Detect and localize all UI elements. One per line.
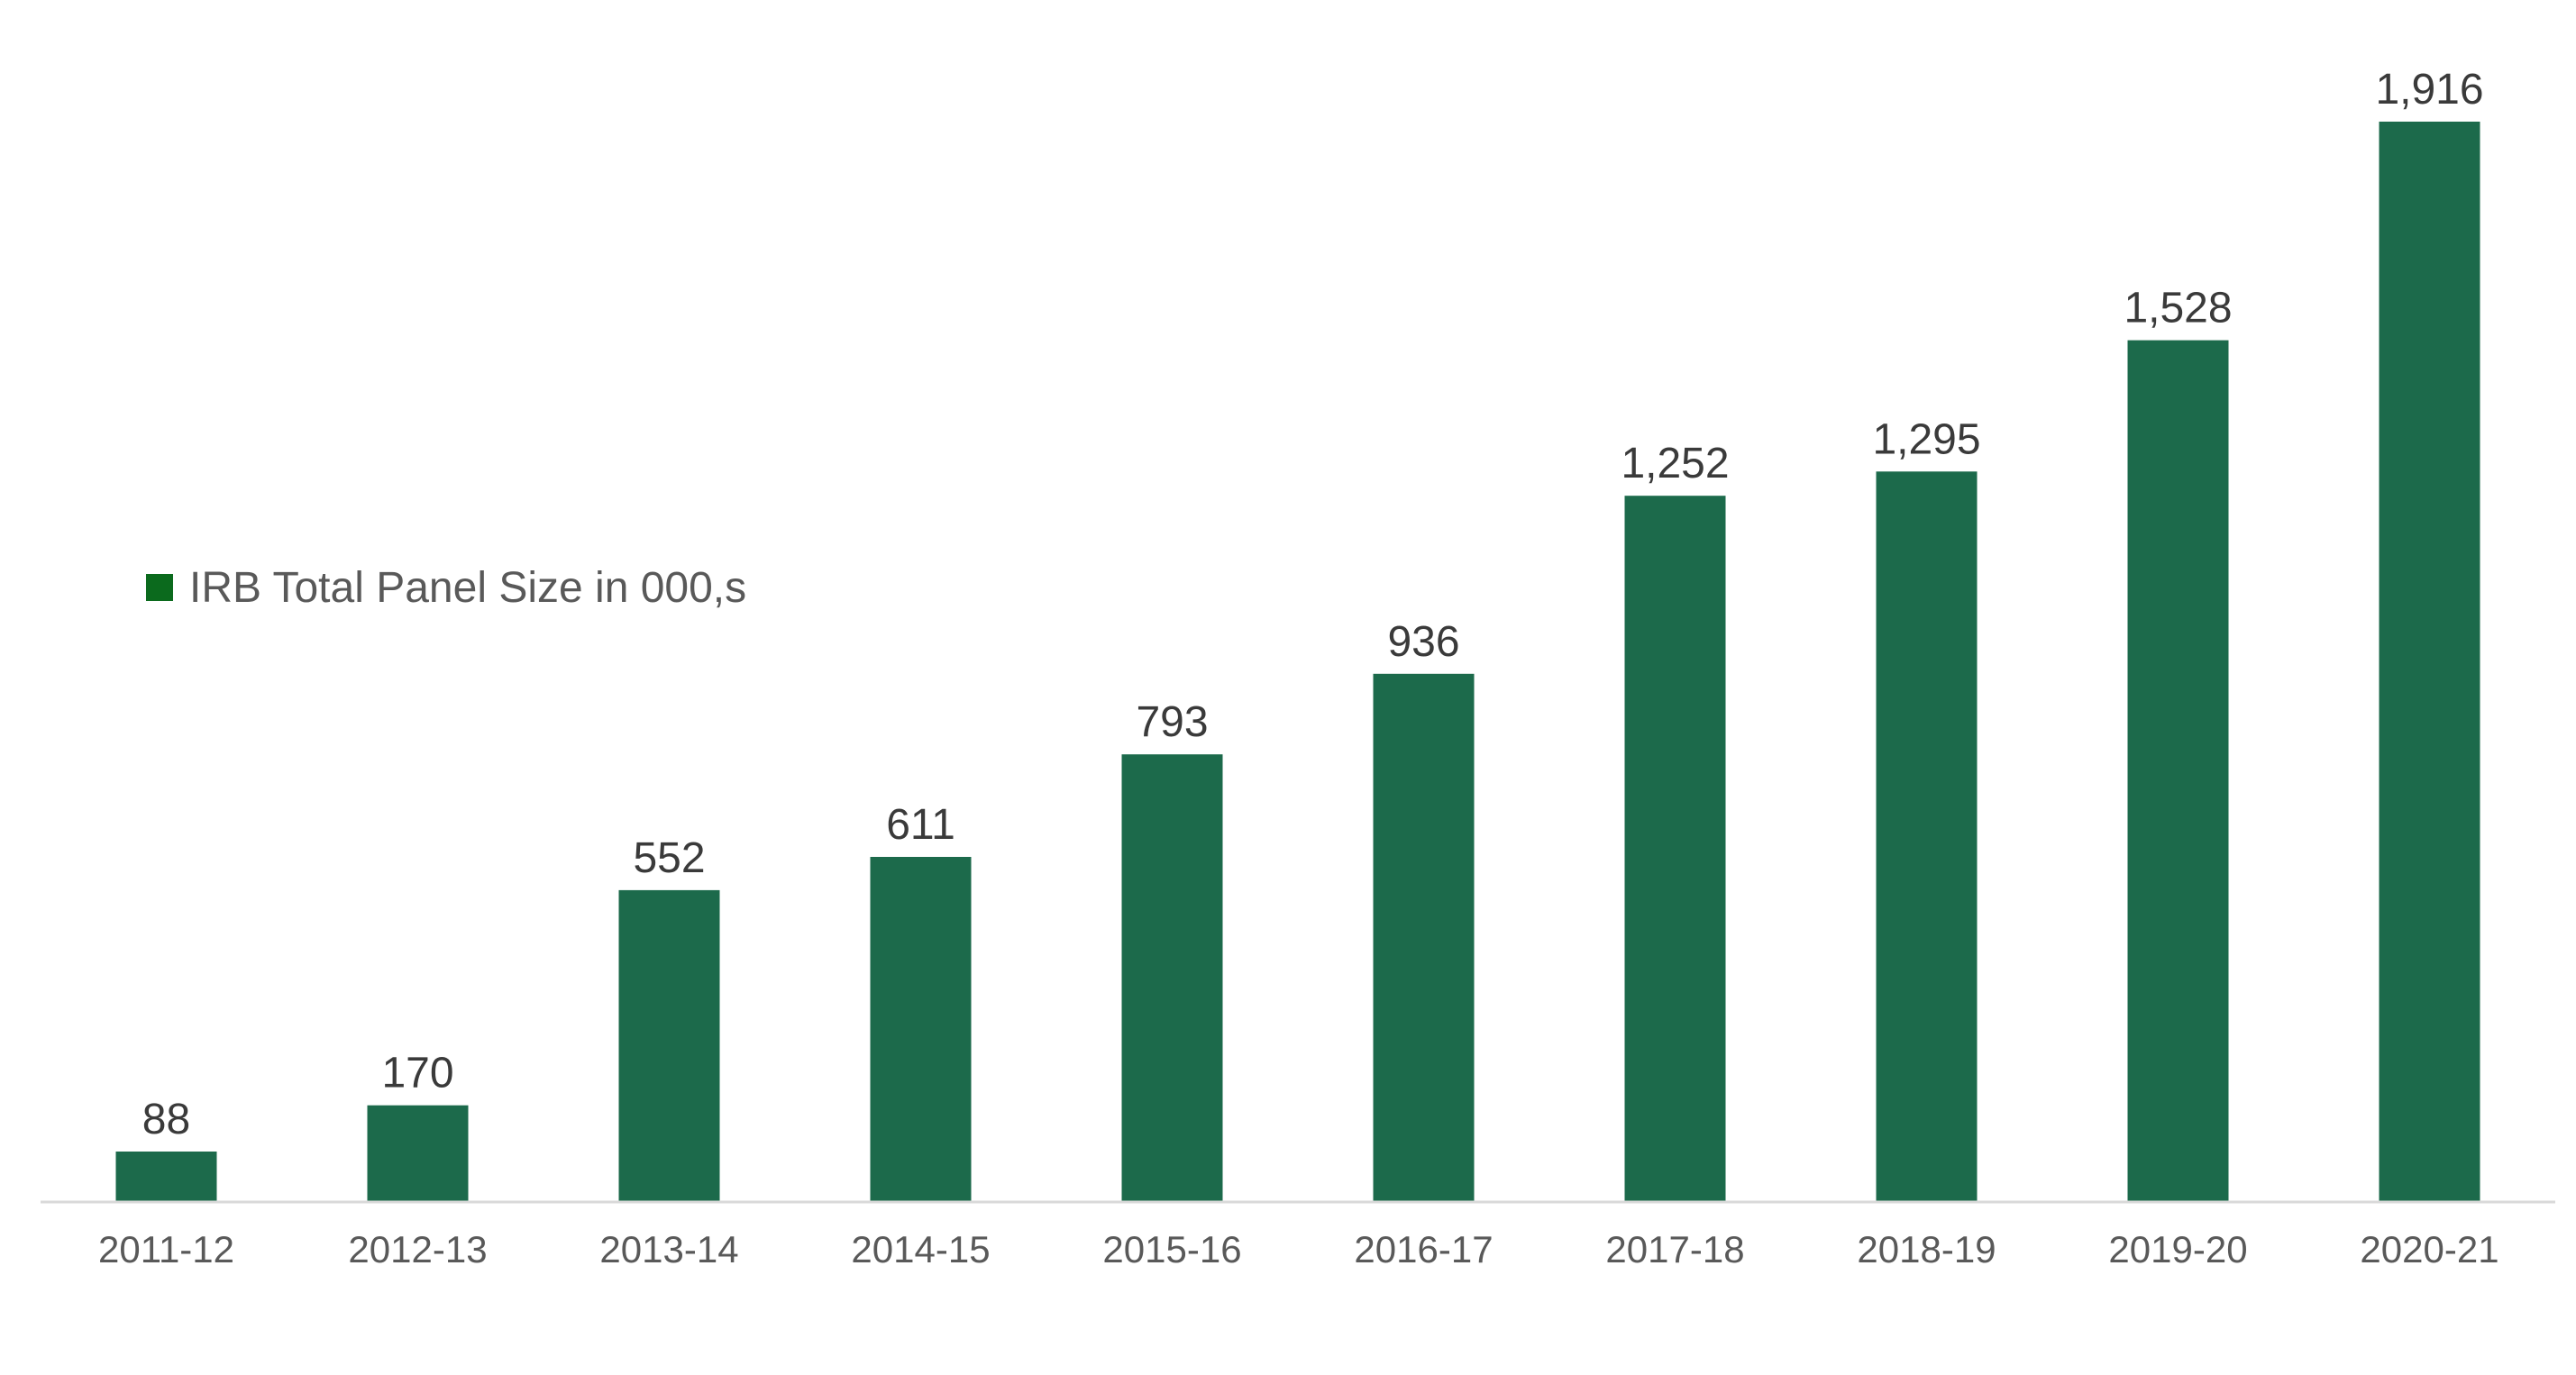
x-tick-label-2016-17: 2016-17 [1354,1228,1493,1270]
x-tick-label-2012-13: 2012-13 [348,1228,487,1270]
x-tick-label-2014-15: 2014-15 [851,1228,990,1270]
data-label-2020-21: 1,916 [2375,66,2483,114]
legend-marker [146,574,173,601]
x-tick-label-2015-16: 2015-16 [1102,1228,1241,1270]
data-label-2013-14: 552 [633,834,705,882]
x-tick-label-2017-18: 2017-18 [1605,1228,1744,1270]
data-labels-layer: 88 170 552 611 793 936 1,252 1,295 1,528 1,916 [142,66,2484,1143]
data-label-2017-18: 1,252 [1621,440,1729,487]
bar-2014-15 [870,857,972,1201]
bar-2012-13 [367,1105,469,1201]
bar-2015-16 [1121,754,1223,1201]
data-label-2019-20: 1,528 [2124,285,2232,332]
data-label-2015-16: 793 [1136,698,1208,746]
bar-2013-14 [618,889,720,1201]
x-tick-labels-layer: 2011-12 2012-13 2013-14 2014-15 2015-16 2016-… [98,1228,2499,1270]
legend-label: IRB Total Panel Size in 000,s [189,564,746,612]
bar-2018-19 [1876,471,1978,1201]
bar-2016-17 [1373,673,1475,1201]
data-label-2014-15: 611 [886,801,955,849]
x-tick-label-2020-21: 2020-21 [2360,1228,2498,1270]
data-label-2016-17: 936 [1387,618,1459,666]
bar-2011-12 [115,1152,217,1201]
data-label-2018-19: 1,295 [1872,415,1980,463]
data-label-2011-12: 88 [142,1096,190,1143]
bar-2017-18 [1624,496,1726,1201]
x-tick-label-2018-19: 2018-19 [1857,1228,1996,1270]
bars-layer [115,122,2480,1202]
x-tick-label-2013-14: 2013-14 [599,1228,738,1270]
legend: IRB Total Panel Size in 000,s [146,564,746,612]
bar-2019-20 [2127,340,2229,1202]
data-label-2012-13: 170 [381,1050,453,1097]
x-tick-label-2019-20: 2019-20 [2108,1228,2247,1270]
x-tick-label-2011-12: 2011-12 [98,1228,234,1270]
bar-2020-21 [2379,122,2480,1201]
